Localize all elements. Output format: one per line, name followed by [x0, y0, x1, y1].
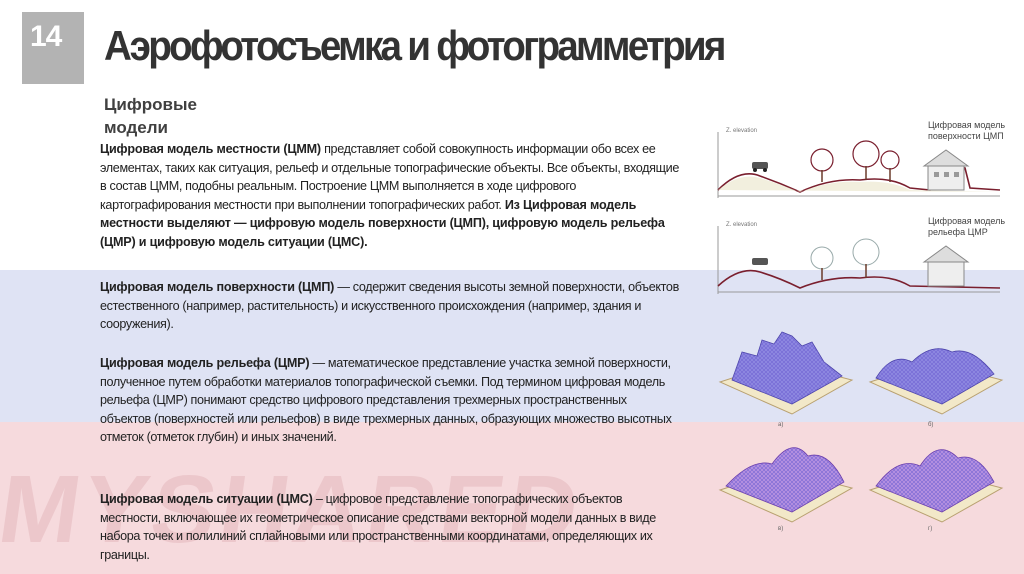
tree-icon [852, 238, 880, 266]
text-dem: — математическое представление участка з… [100, 356, 672, 444]
panel-label-b: б) [928, 422, 933, 428]
caption-dsm: Цифровая модель поверхности ЦМП [928, 120, 1006, 141]
tree-icon [880, 150, 900, 170]
tree-icon [810, 246, 834, 270]
dsm-profile: Z. elevation [717, 128, 1001, 198]
term-dsm: Цифровая модель поверхности (ЦМП) [100, 280, 335, 294]
surface-model-c: в) [718, 447, 854, 532]
term-dem: Цифровая модель рельефа (ЦМР) [100, 356, 310, 370]
slide-number-badge: 14 [22, 12, 84, 84]
slide-number: 14 [30, 20, 62, 53]
text-dtm-bold: Из Цифровая модель местности выделяют — … [100, 197, 665, 249]
slide-title: Аэрофотосъемка и фотограмметрия [104, 22, 726, 69]
background-band-red [0, 422, 1024, 574]
panel-label-a: а) [778, 422, 783, 428]
panel-label-c: в) [778, 526, 783, 532]
house-icon [927, 165, 965, 191]
term-dtm: Цифровая модель местности (ЦММ) [100, 142, 321, 156]
panel-label-d: г) [928, 526, 932, 532]
text-dtm: представляет собой совокупность информац… [100, 142, 679, 212]
paragraph-dem: Цифровая модель рельефа (ЦМР) — математи… [100, 354, 680, 447]
dem-profile: Z. elevation [717, 222, 1001, 294]
paragraph-dsitm: Цифровая модель ситуации (ЦМС) – цифрово… [100, 490, 680, 564]
axis-label-bottom: Z. elevation [726, 222, 757, 228]
tree-icon [852, 140, 880, 168]
paragraph-dsm: Цифровая модель поверхности (ЦМП) — соде… [100, 278, 680, 334]
car-icon [752, 162, 768, 169]
surface-model-d: г) [868, 449, 1004, 532]
surface-models-illustration: а) б) в) г) [718, 331, 1004, 532]
background-band-blue [0, 270, 1024, 422]
car-icon [752, 258, 768, 265]
tree-icon [810, 148, 834, 172]
surface-model-a: а) [718, 331, 854, 428]
caption-dem: Цифровая модель рельефа ЦМР [928, 216, 1006, 237]
surface-model-b: б) [868, 348, 1004, 428]
slide-subtitle: Цифровые модели [104, 95, 197, 137]
axis-label-top: Z. elevation [726, 128, 757, 134]
terrain-profiles-illustration: Z. elevation Z. elevation [717, 128, 1001, 294]
paragraph-dtm: Цифровая модель местности (ЦММ) представ… [100, 140, 680, 251]
text-dsm: — содержит сведения высоты земной поверх… [100, 280, 679, 331]
house-icon [927, 261, 965, 287]
term-dsitm: Цифровая модель ситуации (ЦМС) [100, 492, 313, 506]
text-dsitm: – цифровое представление топографических… [100, 492, 656, 562]
